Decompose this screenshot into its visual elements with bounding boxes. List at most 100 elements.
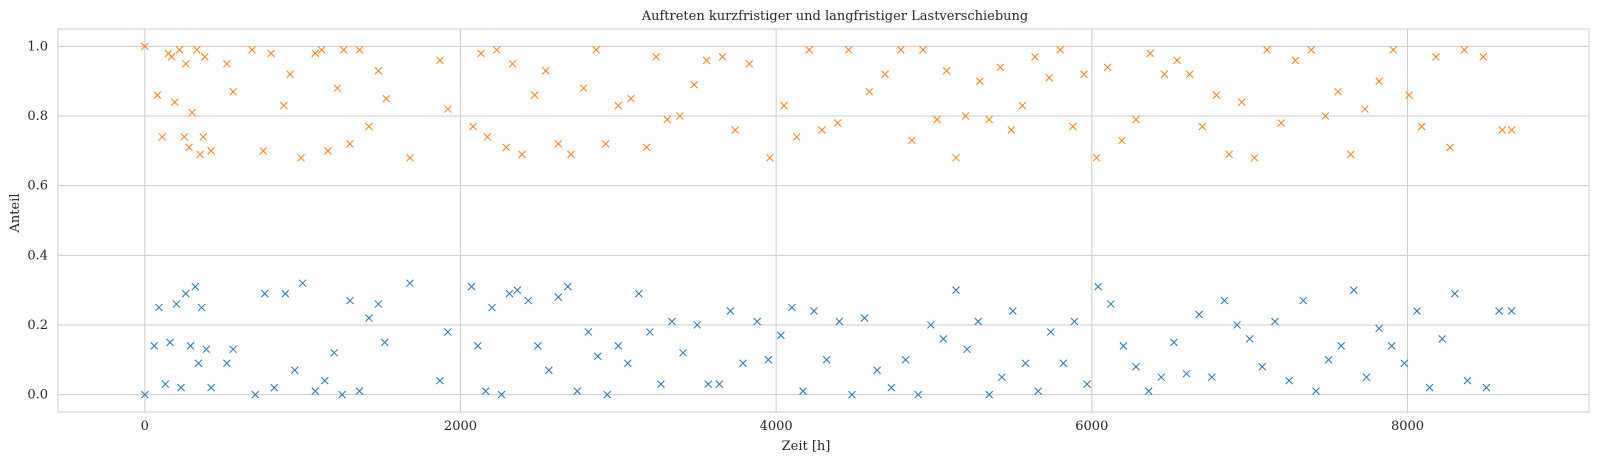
data-point [1460,46,1469,54]
data-point [919,46,927,54]
y-tick-labels: 0.0 0.2 0.4 0.6 0.8 1.0 [27,39,48,402]
data-point [469,122,477,131]
data-point [1337,341,1346,350]
data-point [926,321,935,329]
data-point [483,133,492,141]
data-point [1291,56,1300,65]
data-point [374,66,383,75]
x-axis-label: Zeit [h] [782,439,831,454]
data-point [170,98,179,106]
data-point [952,286,960,294]
data-point [1277,119,1286,127]
data-point [1220,296,1229,305]
data-point [1349,286,1358,294]
data-point [1233,321,1241,329]
data-point [715,380,724,388]
data-point [1507,307,1516,315]
data-point [443,328,452,336]
x-tick-label: 8000 [1391,419,1424,434]
data-point [467,282,476,291]
data-point [554,140,563,148]
data-point [1207,373,1216,382]
data-point [1463,376,1472,385]
data-point [286,70,294,79]
data-point [998,373,1006,382]
data-point [339,46,348,54]
data-point [914,390,923,399]
data-point [248,46,256,54]
data-point [642,143,651,152]
data-point [1009,307,1017,315]
y-tick-label: 1.0 [27,39,48,54]
data-point [488,303,496,312]
data-point [765,153,774,162]
data-point [668,317,676,326]
data-point [1225,150,1233,159]
data-point [1117,136,1126,145]
data-point [1132,362,1140,371]
data-point [1321,112,1330,120]
data-point [365,122,373,131]
data-point [167,53,176,61]
data-point [172,300,181,308]
data-point [279,101,288,110]
data-point [1083,380,1091,388]
data-point [530,91,539,100]
data-point [298,279,307,288]
data-point [1498,126,1507,134]
data-point [1495,307,1503,315]
data-point [197,303,206,312]
data-point [726,307,735,315]
data-point [229,87,238,96]
data-point [186,341,195,350]
data-point [443,105,452,113]
data-point [1263,46,1271,54]
data-point [1146,49,1155,58]
data-point [985,115,994,124]
grid-lines [58,29,1589,412]
data-point [330,348,339,357]
data-point [788,303,796,312]
y-tick-label: 0.8 [27,109,48,124]
data-point [508,59,517,68]
data-point [497,390,506,399]
y-tick-label: 0.4 [27,248,48,263]
data-point [718,53,727,61]
y-tick-label: 0.0 [27,388,48,403]
data-point [1245,335,1254,343]
data-point [155,303,163,312]
data-point [792,133,801,141]
data-point [627,94,635,103]
data-point [193,46,201,54]
data-point [1307,46,1316,54]
data-point [177,383,185,392]
data-point [1059,359,1068,368]
data-point [533,341,542,350]
data-point [1362,373,1371,382]
data-point [1119,341,1128,350]
data-point [492,46,501,54]
data-point [175,46,184,54]
data-point [346,296,354,305]
data-point [702,56,711,65]
data-point [194,359,203,368]
data-point [646,328,654,336]
data-point [1031,53,1039,61]
data-point [896,46,905,54]
data-point [1103,63,1112,72]
chart-title: Auftreten kurzfristiger und langfristige… [641,9,1029,24]
data-point [693,321,702,329]
data-point [1092,153,1101,162]
data-point [188,108,197,117]
data-point [1324,355,1333,364]
data-point [1400,359,1409,368]
data-point [764,355,773,364]
x-tick-labels: 0 2000 4000 6000 8000 [141,419,1424,434]
data-point [614,341,623,350]
data-point [1212,91,1221,100]
data-point [1018,101,1027,110]
data-point [481,387,490,395]
data-point [1250,153,1259,162]
data-point [1182,369,1191,378]
